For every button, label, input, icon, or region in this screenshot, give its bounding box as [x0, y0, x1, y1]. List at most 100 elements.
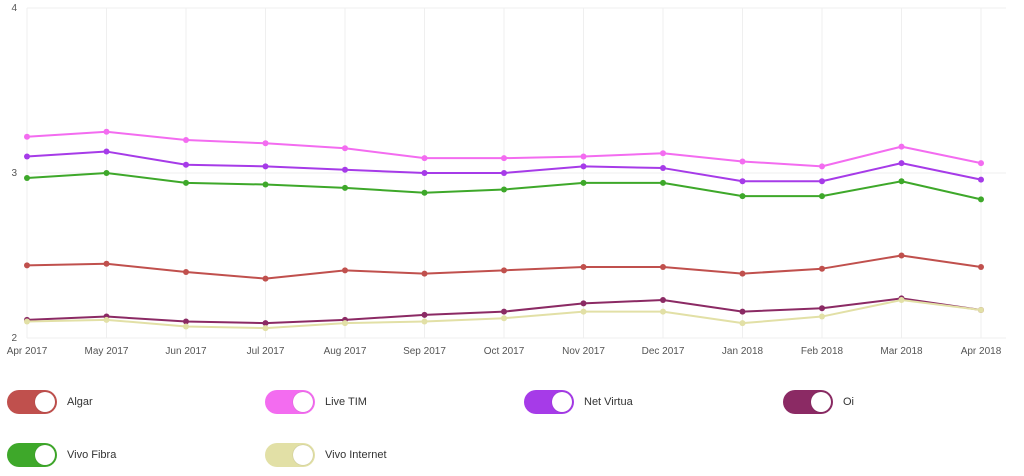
data-point-net-virtua[interactable]: [421, 170, 428, 176]
legend-item-net-virtua[interactable]: Net Virtua: [524, 390, 633, 414]
data-point-live-tim[interactable]: [501, 155, 507, 162]
legend-toggle-algar[interactable]: [7, 390, 57, 414]
legend-toggle-net-virtua[interactable]: [524, 390, 574, 414]
data-point-net-virtua[interactable]: [819, 178, 825, 185]
data-point-algar[interactable]: [580, 264, 587, 271]
data-point-algar[interactable]: [342, 267, 348, 274]
axis-labels: 2 3 4 Apr 2017 May 2017 Jun 2017 Jul 2017 Aug 2…: [7, 3, 1002, 357]
data-point-vivo-fibra[interactable]: [819, 193, 825, 200]
x-tick-label: Oct 2017: [484, 346, 525, 357]
data-point-vivo-fibra[interactable]: [978, 196, 984, 203]
data-point-algar[interactable]: [262, 275, 269, 282]
legend-item-vivo-fibra[interactable]: Vivo Fibra: [7, 443, 116, 467]
data-point-net-virtua[interactable]: [103, 148, 110, 155]
data-point-oi[interactable]: [501, 308, 507, 315]
data-point-vivo-internet[interactable]: [978, 306, 984, 313]
data-point-algar[interactable]: [421, 270, 428, 277]
data-point-vivo-internet[interactable]: [24, 318, 30, 325]
data-point-net-virtua[interactable]: [24, 153, 30, 160]
data-point-algar[interactable]: [978, 264, 984, 271]
data-point-vivo-fibra[interactable]: [421, 189, 428, 196]
data-point-algar[interactable]: [898, 252, 905, 259]
data-point-live-tim[interactable]: [262, 140, 269, 147]
legend-item-algar[interactable]: Algar: [7, 390, 93, 414]
data-point-vivo-internet[interactable]: [421, 318, 428, 325]
y-tick-label: 4: [11, 3, 17, 14]
data-point-live-tim[interactable]: [978, 160, 984, 167]
data-point-vivo-internet[interactable]: [898, 297, 905, 304]
data-point-live-tim[interactable]: [24, 133, 30, 140]
data-point-vivo-fibra[interactable]: [342, 184, 348, 191]
legend-item-live-tim[interactable]: Live TIM: [265, 390, 367, 414]
data-point-live-tim[interactable]: [819, 163, 825, 170]
data-point-algar[interactable]: [660, 264, 666, 271]
data-point-live-tim[interactable]: [342, 145, 348, 152]
x-tick-label: Mar 2018: [880, 346, 923, 357]
series-live-tim: [24, 128, 984, 170]
data-point-vivo-fibra[interactable]: [739, 193, 746, 200]
data-point-algar[interactable]: [501, 267, 507, 274]
data-point-vivo-internet[interactable]: [342, 320, 348, 327]
data-point-algar[interactable]: [103, 260, 110, 267]
toggle-knob: [35, 445, 55, 465]
x-tick-label: Jun 2017: [165, 346, 207, 357]
data-point-vivo-fibra[interactable]: [183, 179, 189, 186]
data-point-algar[interactable]: [819, 265, 825, 272]
data-point-vivo-internet[interactable]: [819, 313, 825, 320]
data-point-net-virtua[interactable]: [183, 161, 189, 168]
data-point-live-tim[interactable]: [660, 150, 666, 157]
x-tick-label: Dec 2017: [642, 346, 685, 357]
data-point-vivo-internet[interactable]: [183, 323, 189, 330]
x-tick-label: Apr 2018: [961, 346, 1002, 357]
toggle-knob: [35, 392, 55, 412]
legend-item-oi[interactable]: Oi: [783, 390, 854, 414]
data-point-vivo-fibra[interactable]: [580, 179, 587, 186]
data-point-vivo-fibra[interactable]: [24, 174, 30, 181]
data-point-net-virtua[interactable]: [739, 178, 746, 185]
data-point-net-virtua[interactable]: [660, 165, 666, 172]
legend-toggle-vivo-internet[interactable]: [265, 443, 315, 467]
data-point-oi[interactable]: [421, 311, 428, 318]
data-point-oi[interactable]: [580, 300, 587, 307]
data-point-vivo-internet[interactable]: [580, 308, 587, 315]
data-point-net-virtua[interactable]: [580, 163, 587, 170]
data-point-vivo-internet[interactable]: [501, 315, 507, 322]
data-point-algar[interactable]: [183, 269, 189, 275]
legend-item-vivo-internet[interactable]: Vivo Internet: [265, 443, 387, 467]
data-point-oi[interactable]: [262, 320, 269, 327]
data-point-vivo-internet[interactable]: [103, 316, 110, 323]
data-point-live-tim[interactable]: [580, 153, 587, 160]
legend-toggle-live-tim[interactable]: [265, 390, 315, 414]
data-point-live-tim[interactable]: [898, 143, 905, 150]
data-point-vivo-fibra[interactable]: [103, 170, 110, 176]
data-point-vivo-internet[interactable]: [262, 325, 269, 332]
data-point-algar[interactable]: [739, 270, 746, 277]
legend-label: Vivo Internet: [325, 449, 387, 461]
data-point-vivo-fibra[interactable]: [660, 179, 666, 186]
data-point-live-tim[interactable]: [739, 158, 746, 165]
data-point-live-tim[interactable]: [421, 155, 428, 162]
toggle-knob: [811, 392, 831, 412]
data-point-vivo-fibra[interactable]: [898, 178, 905, 185]
data-point-net-virtua[interactable]: [342, 166, 348, 173]
data-point-oi[interactable]: [660, 297, 666, 304]
data-point-vivo-fibra[interactable]: [501, 186, 507, 193]
data-point-net-virtua[interactable]: [262, 163, 269, 170]
series-vivo-internet: [24, 297, 984, 332]
data-point-net-virtua[interactable]: [898, 160, 905, 167]
data-point-algar[interactable]: [24, 262, 30, 269]
data-point-net-virtua[interactable]: [501, 170, 507, 176]
data-point-net-virtua[interactable]: [978, 176, 984, 183]
data-point-vivo-internet[interactable]: [660, 308, 666, 315]
data-point-vivo-internet[interactable]: [739, 320, 746, 327]
data-point-oi[interactable]: [183, 318, 189, 325]
data-point-oi[interactable]: [819, 305, 825, 312]
legend-toggle-vivo-fibra[interactable]: [7, 443, 57, 467]
data-point-oi[interactable]: [739, 308, 746, 315]
line-chart: 2 3 4 Apr 2017 May 2017 Jun 2017 Jul 2017 Aug 2…: [7, 3, 1006, 357]
data-point-live-tim[interactable]: [183, 137, 189, 143]
data-point-vivo-fibra[interactable]: [262, 181, 269, 188]
legend-toggle-oi[interactable]: [783, 390, 833, 414]
data-point-live-tim[interactable]: [103, 128, 110, 135]
legend-label: Oi: [843, 396, 854, 408]
